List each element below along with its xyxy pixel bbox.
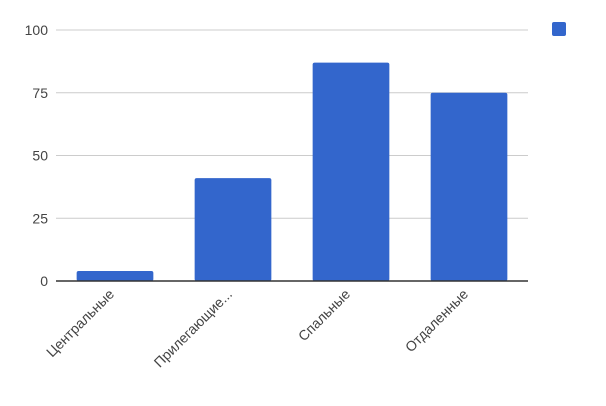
y-tick-label: 50 [32, 148, 48, 164]
x-tick-label: Отдаленные [402, 286, 471, 355]
y-tick-label: 25 [32, 210, 48, 226]
x-tick-label: Центральные [43, 286, 117, 360]
x-tick-label: Спальные [295, 286, 354, 345]
legend-swatch [552, 22, 566, 36]
x-tick-labels: Центральные Прилегающие... Спальные Отдален… [43, 286, 471, 371]
bar [430, 92, 508, 281]
bar [194, 178, 272, 281]
legend [552, 22, 566, 36]
y-tick-label: 75 [32, 85, 48, 101]
bar [76, 270, 154, 281]
y-tick-label: 100 [25, 22, 49, 38]
x-tick-label: Прилегающие... [151, 286, 236, 371]
bars [76, 62, 508, 281]
y-tick-labels: 0 25 50 75 100 [25, 22, 49, 289]
y-tick-label: 0 [40, 273, 48, 289]
bar [312, 62, 390, 281]
